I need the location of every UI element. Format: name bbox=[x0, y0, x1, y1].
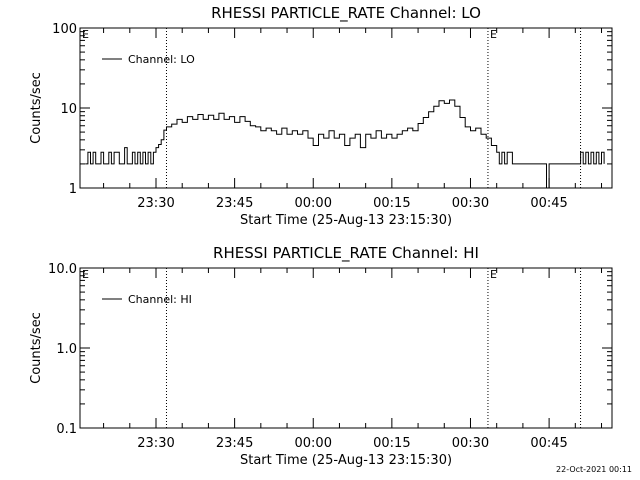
time-marker-label: E bbox=[490, 28, 497, 41]
series-line bbox=[85, 99, 605, 189]
x-tick-label: 23:45 bbox=[216, 436, 253, 451]
x-tick-label: 00:45 bbox=[530, 436, 567, 451]
x-tick-label: 00:30 bbox=[452, 436, 489, 451]
x-tick-label: 00:15 bbox=[373, 436, 410, 451]
x-tick-label: 23:30 bbox=[137, 196, 174, 211]
x-tick-label: 23:45 bbox=[216, 196, 253, 211]
legend-label: Channel: HI bbox=[128, 293, 192, 306]
y-tick-label: 10 bbox=[60, 102, 77, 117]
x-tick-label: 23:30 bbox=[137, 436, 174, 451]
x-tick-label: 00:00 bbox=[295, 196, 332, 211]
footer-timestamp: 22-Oct-2021 00:11 bbox=[556, 465, 632, 474]
chart-title: RHESSI PARTICLE_RATE Channel: LO bbox=[211, 4, 481, 23]
x-tick-label: 00:15 bbox=[373, 196, 410, 211]
chart-title: RHESSI PARTICLE_RATE Channel: HI bbox=[213, 244, 479, 263]
y-axis-label: Counts/sec bbox=[29, 312, 44, 384]
plot-frame bbox=[79, 267, 613, 429]
x-axis-label: Start Time (25-Aug-13 23:15:30) bbox=[240, 213, 452, 228]
x-axis-label: Start Time (25-Aug-13 23:15:30) bbox=[240, 453, 452, 468]
y-tick-label: 100 bbox=[52, 22, 77, 37]
x-tick-label: 00:00 bbox=[295, 436, 332, 451]
y-axis-label: Counts/sec bbox=[29, 72, 44, 144]
legend-label: Channel: LO bbox=[128, 53, 195, 66]
x-tick-label: 00:45 bbox=[530, 196, 567, 211]
y-tick-label: 1 bbox=[69, 182, 77, 197]
y-tick-label: 10.0 bbox=[48, 262, 77, 277]
x-tick-label: 00:30 bbox=[452, 196, 489, 211]
corner-label: E bbox=[82, 268, 89, 281]
time-marker-label: E bbox=[490, 268, 497, 281]
corner-label: E bbox=[82, 28, 89, 41]
y-tick-label: 0.1 bbox=[56, 422, 77, 437]
y-tick-label: 1.0 bbox=[56, 342, 77, 357]
